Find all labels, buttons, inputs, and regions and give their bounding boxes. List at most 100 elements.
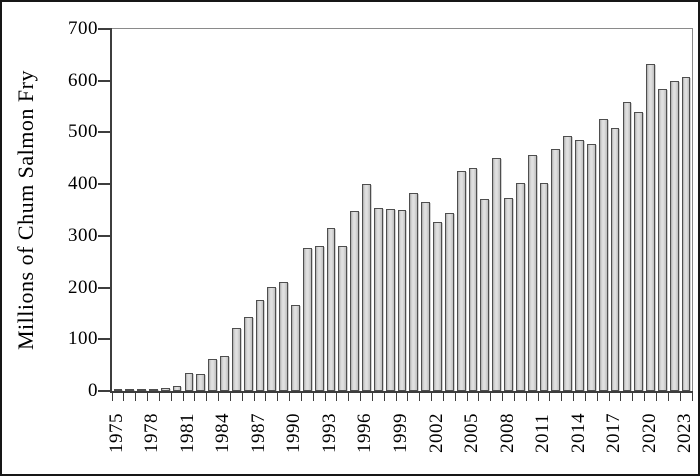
plot-area-right-border (692, 28, 693, 392)
x-axis-tick (596, 393, 598, 401)
bar-2023 (681, 76, 691, 391)
x-axis-label-2008: 2008 (496, 413, 518, 453)
x-axis-label-2011: 2011 (532, 413, 554, 453)
x-axis-tick (691, 393, 693, 401)
y-axis-tick (98, 338, 110, 341)
x-axis-tick (147, 393, 148, 401)
x-axis-label-1996: 1996 (354, 413, 376, 453)
bar-1999 (397, 210, 407, 391)
bar-2005 (468, 167, 478, 391)
bar-1998 (385, 208, 395, 391)
x-axis-tick (182, 393, 184, 401)
x-axis-tick (490, 393, 492, 401)
bar-2002 (433, 221, 442, 391)
x-axis-tick (229, 393, 231, 401)
y-axis-tick (98, 390, 110, 392)
bar-1995 (350, 210, 360, 391)
bar-2008 (504, 197, 513, 391)
y-axis-tick-label: 0 (88, 380, 98, 401)
x-axis-label-1984: 1984 (212, 413, 234, 453)
x-axis-tick (265, 393, 267, 401)
bar-2011 (539, 183, 549, 391)
y-axis-line (110, 28, 112, 393)
x-axis-tick (253, 393, 255, 401)
bar-2009 (515, 183, 525, 391)
x-axis-tick (123, 393, 125, 401)
bar-1978 (149, 388, 158, 391)
x-axis-label-2014: 2014 (567, 413, 589, 453)
x-axis-tick (525, 393, 527, 401)
x-axis-label-2005: 2005 (461, 413, 483, 453)
bar-1986 (243, 316, 253, 391)
x-axis-tick (111, 393, 113, 401)
x-axis-label-1993: 1993 (318, 413, 340, 453)
bar-2010 (527, 154, 537, 391)
x-axis-tick (360, 393, 362, 401)
bar-1990 (291, 304, 300, 391)
x-axis-tick (561, 393, 563, 401)
x-axis-tick (277, 393, 279, 401)
x-axis-tick (218, 393, 220, 401)
x-axis-tick (289, 393, 291, 401)
bar-2001 (421, 201, 431, 391)
y-axis-tick-label: 600 (68, 69, 98, 91)
bar-2003 (444, 213, 454, 391)
bar-1997 (373, 207, 383, 391)
x-axis-tick (312, 393, 314, 401)
bar-1989 (279, 281, 289, 391)
x-axis-tick (573, 393, 575, 401)
bar-2014 (575, 139, 584, 391)
x-axis-tick (407, 393, 409, 401)
x-axis-label-1990: 1990 (283, 413, 305, 453)
x-axis-tick (324, 393, 326, 401)
bar-2018 (622, 102, 632, 391)
bar-1993 (326, 228, 336, 391)
y-axis-tick-label: 400 (68, 173, 98, 195)
x-axis-tick (513, 393, 515, 401)
bar-1979 (160, 387, 170, 391)
bar-2006 (480, 198, 490, 391)
bar-2020 (646, 64, 655, 391)
x-axis-tick (620, 393, 622, 401)
x-axis-label-2020: 2020 (638, 413, 660, 453)
x-axis-tick (502, 393, 504, 401)
x-axis-label-1978: 1978 (141, 413, 163, 453)
x-axis-tick (371, 393, 373, 401)
x-axis-tick (431, 393, 433, 401)
bar-2015 (586, 144, 596, 391)
x-axis-label-1987: 1987 (247, 413, 269, 453)
x-axis-tick (655, 393, 657, 401)
x-axis-tick (667, 393, 669, 401)
bar-1977 (137, 389, 146, 391)
x-axis-tick (632, 393, 634, 401)
x-axis-label-2002: 2002 (425, 413, 447, 453)
bar-1991 (302, 248, 312, 391)
x-axis-label-1975: 1975 (105, 413, 127, 453)
x-axis-label-1981: 1981 (176, 413, 198, 453)
bar-1975 (113, 389, 123, 391)
bar-1996 (362, 184, 371, 391)
x-axis-tick (348, 393, 350, 401)
x-axis-label-2017: 2017 (603, 413, 625, 453)
bar-1987 (255, 299, 265, 391)
bar-1982 (196, 373, 206, 391)
bar-2021 (658, 88, 667, 391)
y-axis-tick-label: 200 (68, 276, 98, 298)
x-axis-tick (206, 393, 208, 401)
y-axis-tick (98, 79, 110, 82)
bar-2017 (610, 128, 620, 391)
y-axis-tick (98, 131, 110, 134)
y-axis-tick-label: 300 (68, 224, 98, 246)
x-axis-tick (454, 393, 456, 401)
x-axis-tick (158, 393, 160, 401)
bar-2022 (669, 81, 679, 391)
x-axis-label-2023: 2023 (674, 413, 696, 453)
x-axis-tick (466, 393, 468, 401)
x-axis-tick (170, 393, 172, 401)
bar-1976 (125, 389, 135, 391)
bar-1994 (338, 245, 348, 391)
bar-2000 (409, 192, 419, 391)
bar-2016 (598, 118, 608, 391)
x-axis-tick (135, 393, 137, 401)
